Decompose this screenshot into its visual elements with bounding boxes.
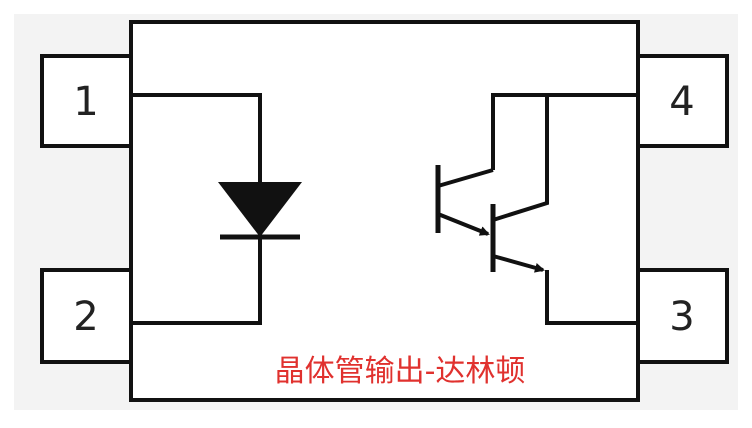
- collector-wire-q2: [492, 95, 549, 222]
- q1-collector-lead: [437, 168, 494, 188]
- package-body: [129, 20, 640, 402]
- pin-4-label: 4: [669, 79, 694, 125]
- pin-1-label: 1: [73, 79, 98, 125]
- pin-3-label: 3: [669, 294, 694, 340]
- diode-triangle: [218, 182, 302, 237]
- q2-emitter-arrow: [492, 254, 545, 273]
- emitter-wire: [545, 270, 638, 325]
- cathode-wire: [131, 237, 262, 325]
- q1-emitter-arrow: [437, 212, 490, 236]
- pin-2-box: [40, 268, 133, 364]
- pin-4: 4: [636, 54, 729, 148]
- pin-4-box: [636, 54, 729, 148]
- led-diode-icon: [131, 93, 302, 325]
- collector-wire-q1: [491, 93, 638, 170]
- pin-3: 3: [636, 268, 729, 364]
- pin-2-label: 2: [73, 294, 98, 340]
- pin-1-box: [40, 54, 133, 148]
- darlington-phototransistor-icon: [435, 93, 638, 325]
- diagram-caption: 晶体管输出-达林顿: [275, 354, 526, 389]
- pin-2: 2: [40, 268, 133, 364]
- pin-3-box: [636, 268, 729, 364]
- anode-wire: [131, 93, 262, 182]
- pin-1: 1: [40, 54, 133, 148]
